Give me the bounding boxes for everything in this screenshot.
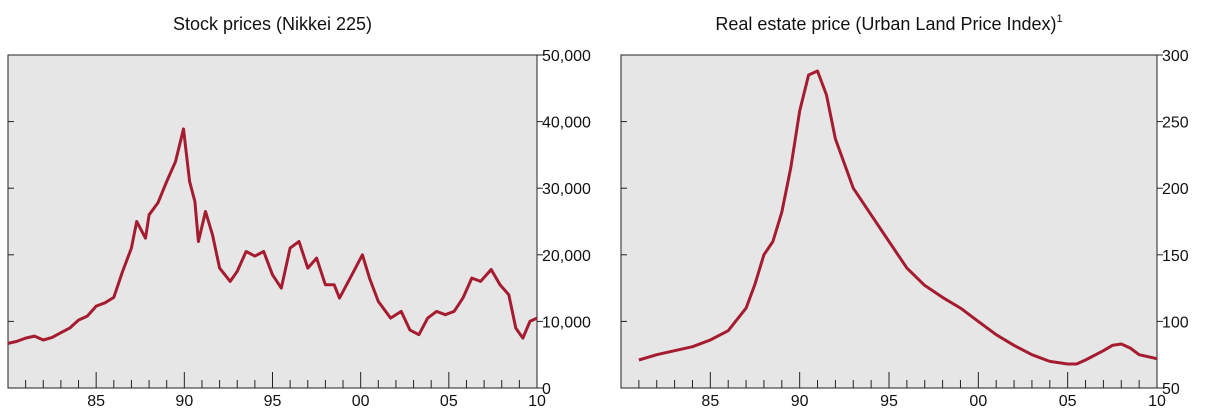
chart-title-text: Real estate price (Urban Land Price Inde… <box>715 14 1056 34</box>
x-tick-label: 85 <box>701 393 719 410</box>
y-tick-label: 200 <box>1162 181 1189 198</box>
chart-title-text: Stock prices (Nikkei 225) <box>173 14 372 34</box>
x-tick-label: 00 <box>969 393 987 410</box>
y-tick-label: 20,000 <box>542 248 591 265</box>
y-tick-label: 300 <box>1162 48 1189 65</box>
x-tick-label: 90 <box>175 393 193 410</box>
y-tick-label: 50,000 <box>542 48 591 65</box>
chart-title: Stock prices (Nikkei 225) <box>173 14 372 34</box>
x-tick-label: 10 <box>1148 393 1166 410</box>
x-tick-label: 90 <box>791 393 809 410</box>
x-tick-label: 95 <box>880 393 898 410</box>
x-tick-label: 85 <box>87 393 105 410</box>
x-tick-label: 05 <box>1059 393 1077 410</box>
y-tick-label: 100 <box>1162 314 1189 331</box>
x-tick-label: 95 <box>264 393 282 410</box>
y-tick-label: 250 <box>1162 115 1189 132</box>
chart-title: Real estate price (Urban Land Price Inde… <box>715 13 1062 34</box>
y-tick-label: 150 <box>1162 248 1189 265</box>
y-tick-label: 40,000 <box>542 115 591 132</box>
data-line <box>7 127 538 345</box>
title-footnote: 1 <box>1057 13 1063 25</box>
data-line <box>638 69 1158 366</box>
x-tick-label: 00 <box>352 393 370 410</box>
y-tick-label: 10,000 <box>542 314 591 331</box>
plot-area <box>7 54 538 389</box>
y-tick-label: 30,000 <box>542 181 591 198</box>
x-tick-label: 05 <box>440 393 458 410</box>
y-tick-label: 50 <box>1162 381 1180 398</box>
x-tick-label: 10 <box>528 393 546 410</box>
plot-area <box>620 54 1158 389</box>
y-tick-label: 0 <box>542 381 551 398</box>
